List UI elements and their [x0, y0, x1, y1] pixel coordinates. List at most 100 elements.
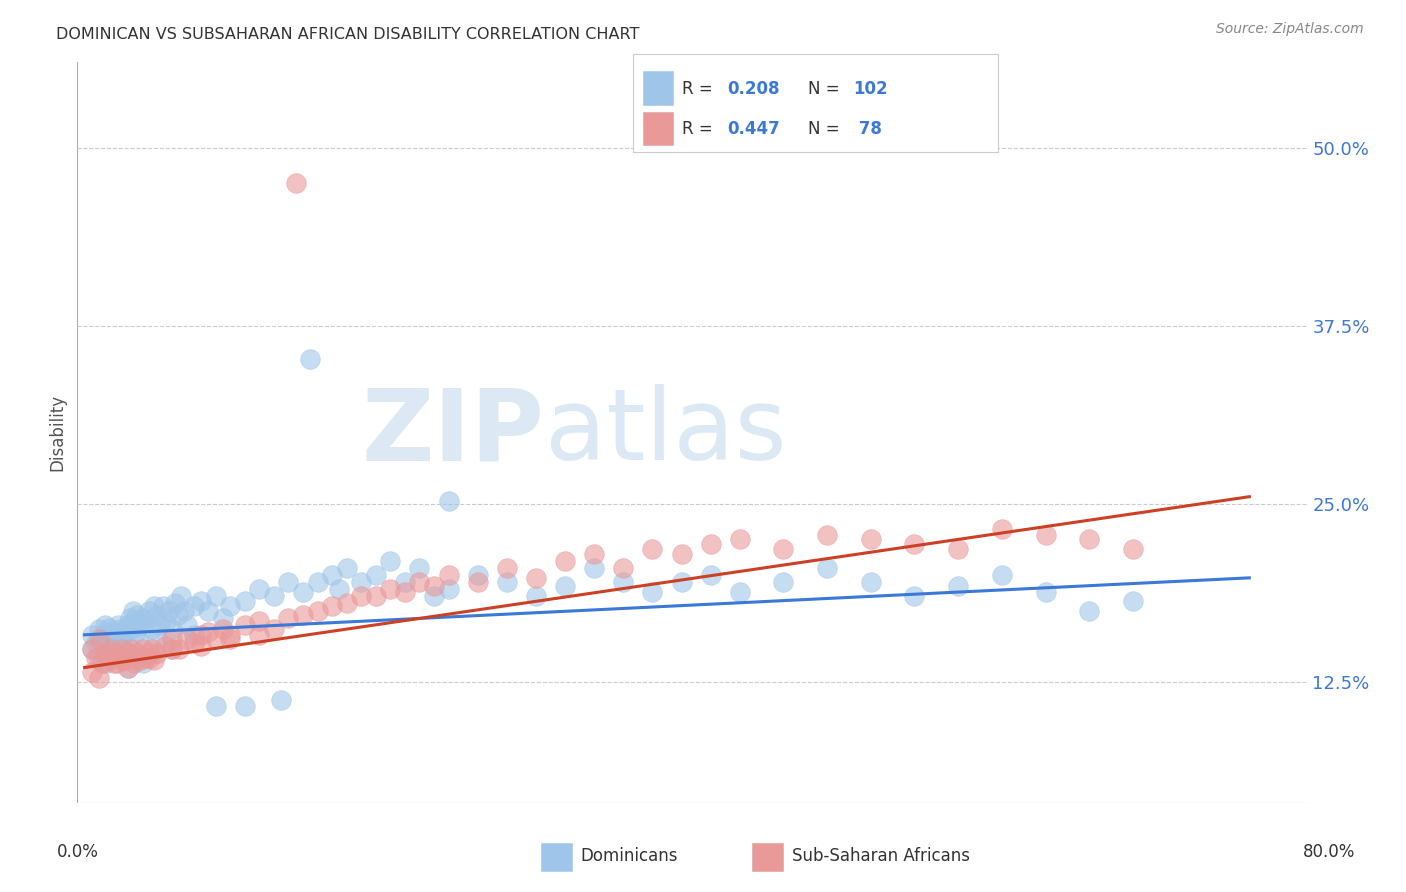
Point [859, 533, 882, 547]
Point [80, 628, 103, 642]
Point [112, 642, 135, 657]
Text: N =: N = [808, 120, 845, 138]
Point [153, 639, 176, 653]
Point [233, 617, 256, 632]
Point [197, 624, 219, 639]
Point [80, 642, 103, 657]
Point [204, 632, 226, 646]
Point [204, 698, 226, 713]
Point [157, 604, 180, 618]
Point [364, 568, 387, 582]
Point [524, 571, 547, 585]
Point [122, 614, 145, 628]
Point [212, 622, 235, 636]
Point [219, 599, 242, 614]
Point [176, 617, 198, 632]
Point [277, 610, 299, 624]
Point [103, 657, 125, 671]
Point [132, 642, 155, 657]
Point [671, 575, 693, 590]
Point [699, 568, 721, 582]
Point [212, 610, 235, 624]
Point [190, 628, 212, 642]
Point [350, 590, 373, 604]
Point [152, 599, 174, 614]
Point [135, 650, 157, 665]
Point [89, 671, 111, 685]
Text: R =: R = [682, 120, 718, 138]
Point [89, 650, 111, 665]
Point [160, 642, 183, 657]
Point [129, 617, 152, 632]
Text: Dominicans: Dominicans [581, 847, 678, 865]
Point [117, 646, 139, 660]
Point [103, 624, 125, 639]
Point [84, 636, 107, 650]
Text: 80.0%: 80.0% [1302, 843, 1355, 861]
Text: R =: R = [682, 80, 718, 98]
Point [138, 604, 160, 618]
Point [120, 642, 142, 657]
Point [671, 547, 693, 561]
Point [160, 642, 183, 657]
Point [103, 646, 125, 660]
Point [89, 622, 111, 636]
Point [263, 590, 285, 604]
Point [108, 628, 131, 642]
Point [167, 642, 190, 657]
Point [321, 568, 343, 582]
Point [423, 590, 446, 604]
Point [125, 646, 148, 660]
Point [728, 533, 751, 547]
Point [117, 617, 139, 632]
Point [183, 628, 205, 642]
Point [93, 642, 115, 657]
Point [183, 636, 205, 650]
Point [124, 650, 146, 665]
Point [903, 536, 925, 550]
Point [149, 617, 172, 632]
Point [394, 585, 416, 599]
Point [94, 617, 117, 632]
Point [991, 523, 1014, 537]
Point [772, 575, 794, 590]
Text: 0.0%: 0.0% [56, 843, 98, 861]
Point [233, 593, 256, 607]
Point [141, 642, 163, 657]
Point [183, 599, 205, 614]
Point [336, 597, 359, 611]
Point [127, 632, 149, 646]
Point [91, 632, 114, 646]
Point [114, 653, 136, 667]
Point [612, 561, 634, 575]
Point [641, 542, 664, 557]
Y-axis label: Disability: Disability [48, 394, 66, 471]
Point [641, 585, 664, 599]
Text: 102: 102 [853, 80, 889, 98]
Point [110, 653, 132, 667]
Point [173, 604, 195, 618]
Point [139, 650, 162, 665]
Point [117, 660, 139, 674]
Point [328, 582, 350, 597]
Point [437, 568, 460, 582]
Point [105, 657, 128, 671]
Point [554, 579, 576, 593]
Point [80, 642, 103, 657]
Point [146, 632, 169, 646]
Point [160, 622, 183, 636]
Point [495, 561, 517, 575]
Point [125, 607, 148, 622]
Point [815, 561, 838, 575]
Point [117, 660, 139, 674]
Point [583, 561, 606, 575]
Point [118, 610, 141, 624]
Point [364, 590, 387, 604]
Point [94, 646, 117, 660]
Point [135, 614, 157, 628]
Point [299, 351, 322, 366]
Point [122, 657, 145, 671]
Point [111, 632, 134, 646]
Point [408, 561, 430, 575]
Point [141, 622, 163, 636]
